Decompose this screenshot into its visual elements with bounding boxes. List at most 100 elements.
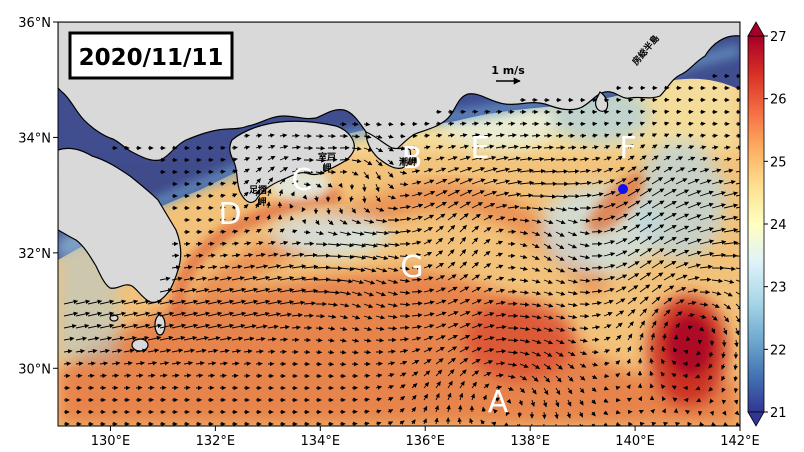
velocity-arrow	[267, 155, 276, 161]
velocity-arrow	[255, 156, 263, 161]
velocity-arrow	[447, 213, 457, 221]
velocity-arrow	[243, 299, 259, 305]
velocity-arrow	[147, 299, 163, 305]
velocity-arrow	[447, 121, 455, 127]
velocity-arrow	[579, 375, 586, 381]
velocity-arrow	[627, 321, 634, 329]
velocity-arrow	[267, 337, 277, 342]
velocity-arrow	[519, 314, 530, 319]
velocity-arrow	[495, 203, 508, 209]
velocity-arrow	[375, 230, 389, 236]
velocity-arrow	[459, 224, 467, 233]
velocity-arrow	[435, 287, 446, 293]
velocity-arrow	[183, 265, 193, 270]
velocity-arrow	[663, 121, 670, 126]
velocity-arrow	[471, 167, 486, 173]
velocity-arrow	[363, 326, 372, 332]
velocity-arrow	[459, 380, 465, 389]
velocity-arrow	[231, 205, 238, 210]
velocity-arrow	[615, 310, 625, 317]
velocity-arrow	[531, 387, 537, 395]
velocity-arrow	[399, 204, 411, 210]
velocity-arrow	[591, 277, 603, 282]
velocity-arrow	[231, 323, 246, 329]
velocity-arrow	[351, 158, 362, 164]
velocity-arrow	[531, 363, 541, 370]
velocity-arrow	[111, 311, 127, 317]
velocity-arrow	[147, 373, 156, 378]
velocity-arrow	[495, 324, 507, 330]
velocity-arrow	[135, 323, 151, 329]
velocity-arrow	[435, 156, 445, 161]
velocity-arrow	[675, 322, 680, 329]
velocity-arrow	[483, 133, 493, 138]
velocity-arrow	[279, 228, 285, 233]
velocity-arrow	[135, 311, 151, 317]
velocity-arrow	[495, 312, 507, 318]
velocity-arrow	[447, 380, 453, 389]
velocity-arrow	[159, 299, 175, 305]
velocity-arrow	[123, 311, 139, 317]
velocity-arrow	[483, 299, 494, 305]
velocity-arrow	[375, 421, 382, 426]
velocity-arrow	[531, 267, 541, 272]
velocity-arrow	[663, 309, 671, 317]
velocity-arrow	[471, 286, 482, 293]
velocity-arrow	[123, 361, 133, 366]
velocity-arrow	[675, 109, 682, 115]
colorbar: 27 26 25 24 23 22 21	[747, 21, 787, 427]
velocity-arrow	[543, 303, 554, 308]
velocity-arrow	[243, 324, 257, 329]
velocity-arrow	[567, 169, 580, 174]
velocity-arrow	[519, 218, 530, 223]
velocity-arrow	[663, 144, 670, 150]
velocity-arrow	[243, 179, 250, 185]
velocity-arrow	[423, 324, 435, 329]
velocity-arrow	[579, 218, 591, 223]
velocity-arrow	[447, 237, 455, 245]
velocity-arrow	[243, 157, 251, 162]
velocity-arrow	[675, 274, 688, 281]
velocity-arrow	[482, 394, 487, 401]
velocity-arrow	[219, 241, 227, 246]
velocity-arrow	[243, 191, 249, 197]
velocity-arrow	[519, 278, 529, 283]
velocity-arrow	[483, 383, 490, 389]
velocity-arrow	[75, 349, 85, 354]
velocity-arrow	[447, 261, 456, 269]
velocity-arrow	[195, 253, 204, 258]
velocity-arrow	[315, 277, 331, 282]
velocity-arrow	[255, 287, 271, 293]
velocity-arrow	[519, 133, 529, 138]
velocity-arrow	[375, 385, 383, 390]
velocity-arrow	[423, 202, 435, 209]
observation-marker	[618, 184, 628, 194]
colorbar-tick-label: 22	[770, 343, 787, 358]
velocity-arrow	[435, 262, 444, 269]
velocity-arrow	[687, 276, 700, 281]
velocity-arrow	[495, 252, 503, 257]
velocity-arrow	[567, 267, 578, 272]
velocity-arrow	[423, 405, 428, 413]
velocity-arrow	[531, 375, 539, 382]
velocity-arrow	[651, 144, 658, 149]
velocity-arrow	[99, 299, 115, 305]
velocity-arrow	[219, 253, 229, 258]
velocity-arrow	[267, 188, 272, 197]
velocity-arrow	[675, 421, 681, 426]
velocity-arrow	[99, 323, 115, 329]
velocity-arrow	[650, 408, 655, 414]
velocity-arrow	[603, 410, 609, 416]
velocity-arrow	[519, 326, 531, 332]
velocity-arrow	[255, 145, 263, 150]
velocity-arrow	[615, 121, 621, 127]
velocity-arrow	[543, 133, 553, 139]
velocity-arrow	[579, 290, 591, 295]
velocity-arrow	[591, 168, 602, 173]
velocity-arrow	[627, 297, 638, 305]
velocity-arrow	[87, 361, 96, 366]
velocity-arrow	[423, 347, 433, 353]
velocity-arrow	[543, 157, 556, 162]
velocity-arrow	[483, 215, 494, 221]
velocity-arrow	[651, 236, 665, 245]
